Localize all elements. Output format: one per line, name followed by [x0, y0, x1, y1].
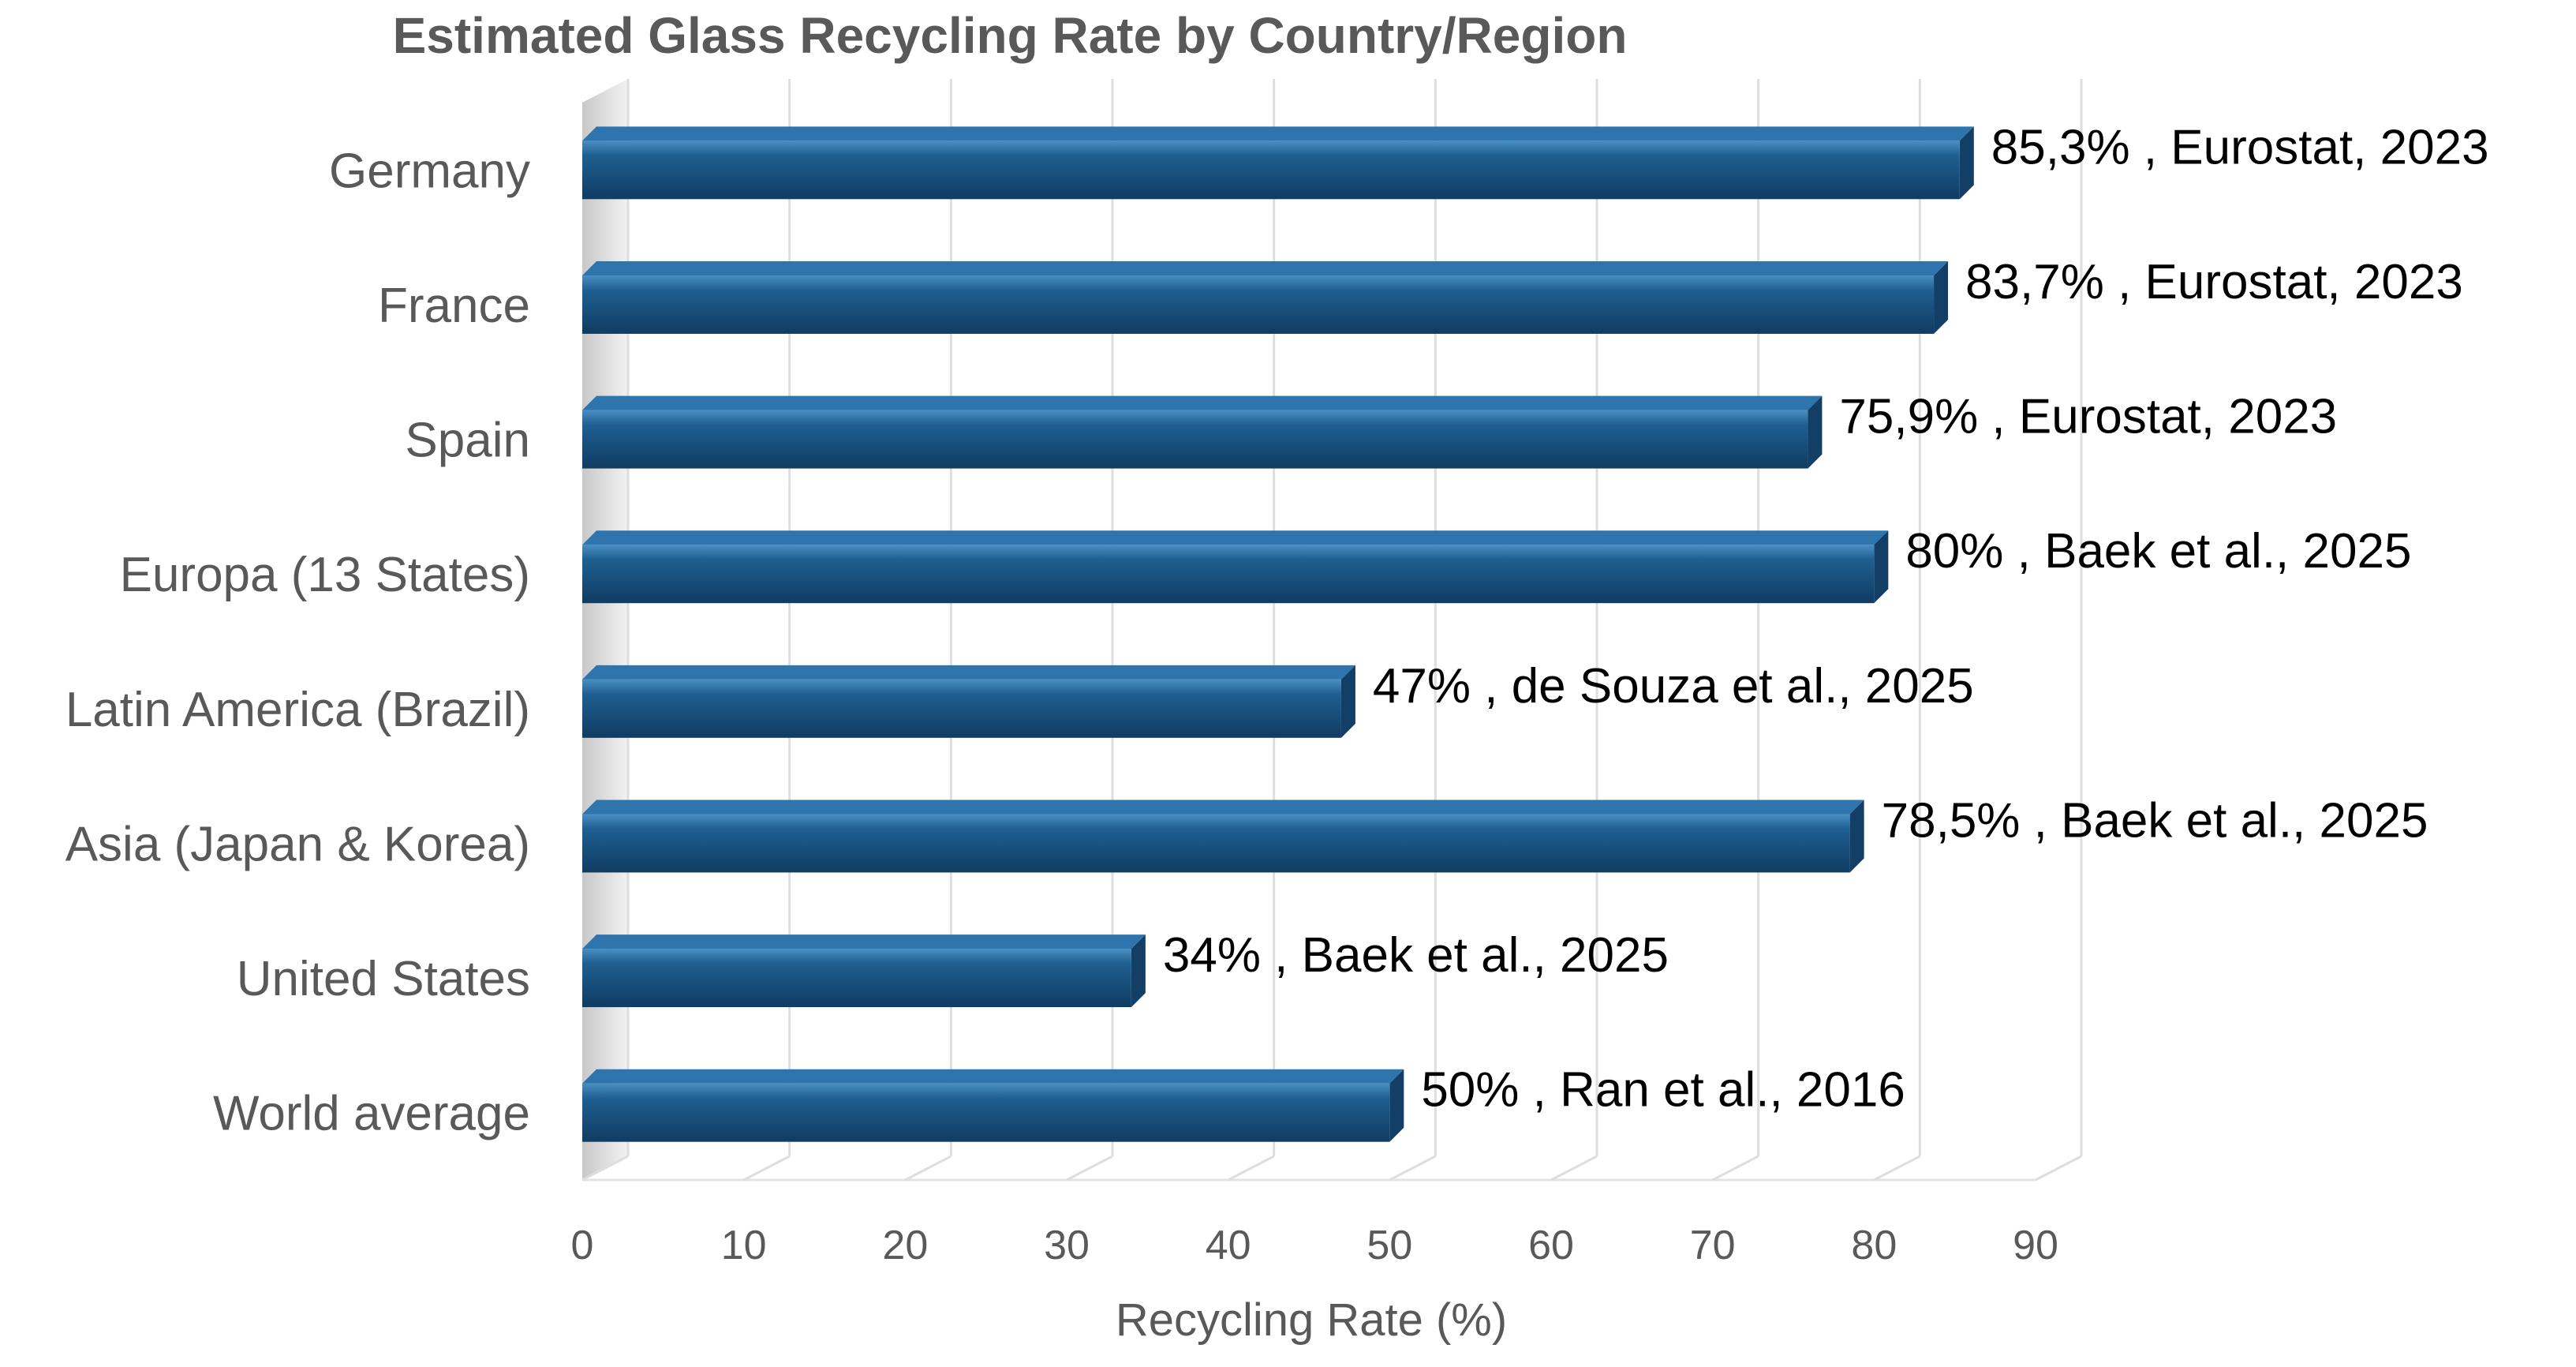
data-label: 78,5% , Baek et al., 2025: [1882, 793, 2428, 848]
gridline-floor: [1389, 1155, 1437, 1182]
gridline-floor: [904, 1155, 952, 1182]
x-tick-label: 40: [1206, 1223, 1251, 1268]
category-label: Europa (13 States): [120, 548, 530, 602]
category-label: Asia (Japan & Korea): [65, 817, 530, 871]
x-tick-label: 70: [1690, 1223, 1736, 1268]
category-label: Latin America (Brazil): [65, 683, 530, 737]
chart-title: Estimated Glass Recycling Rate by Countr…: [392, 7, 1628, 64]
bar: [582, 1069, 1404, 1142]
x-tick-label: 80: [1851, 1223, 1897, 1268]
data-label: 83,7% , Eurostat, 2023: [1965, 255, 2463, 309]
bar: [582, 665, 1355, 738]
category-label: Spain: [405, 414, 530, 468]
category-label: Germany: [329, 144, 530, 198]
data-label: 85,3% , Eurostat, 2023: [1991, 120, 2489, 174]
x-tick-label: 90: [2013, 1223, 2058, 1268]
gridline-floor: [581, 1155, 629, 1182]
bar: [582, 934, 1146, 1008]
bar: [582, 800, 1864, 873]
gridline-floor: [1711, 1155, 1759, 1182]
gridline-floor: [2035, 1155, 2082, 1182]
data-label: 47% , de Souza et al., 2025: [1373, 659, 1974, 713]
x-tick-label: 20: [882, 1223, 928, 1268]
x-tick-label: 0: [571, 1223, 594, 1268]
category-label: France: [378, 279, 530, 333]
x-tick-label: 10: [721, 1223, 767, 1268]
side-wall: [582, 79, 628, 1180]
data-label: 80% , Baek et al., 2025: [1905, 524, 2411, 579]
data-label: 75,9% , Eurostat, 2023: [1839, 390, 2337, 444]
x-tick-label: 30: [1044, 1223, 1090, 1268]
bar: [582, 530, 1889, 604]
data-label: 34% , Baek et al., 2025: [1163, 928, 1669, 983]
bar: [582, 395, 1823, 469]
x-tick-label: 50: [1367, 1223, 1412, 1268]
data-label: 50% , Ran et al., 2016: [1421, 1063, 1905, 1118]
gridline-floor: [1873, 1155, 1921, 1182]
category-label: World average: [213, 1087, 530, 1141]
x-axis-title: Recycling Rate (%): [1116, 1294, 1507, 1346]
bar: [582, 260, 1949, 334]
gridline-floor: [1066, 1155, 1113, 1182]
gridline-floor: [1227, 1155, 1275, 1182]
gridline-floor: [742, 1155, 791, 1182]
x-tick-label: 60: [1528, 1223, 1574, 1268]
gridline-floor: [1550, 1155, 1598, 1182]
category-label: United States: [237, 952, 530, 1006]
bar: [582, 126, 1974, 200]
